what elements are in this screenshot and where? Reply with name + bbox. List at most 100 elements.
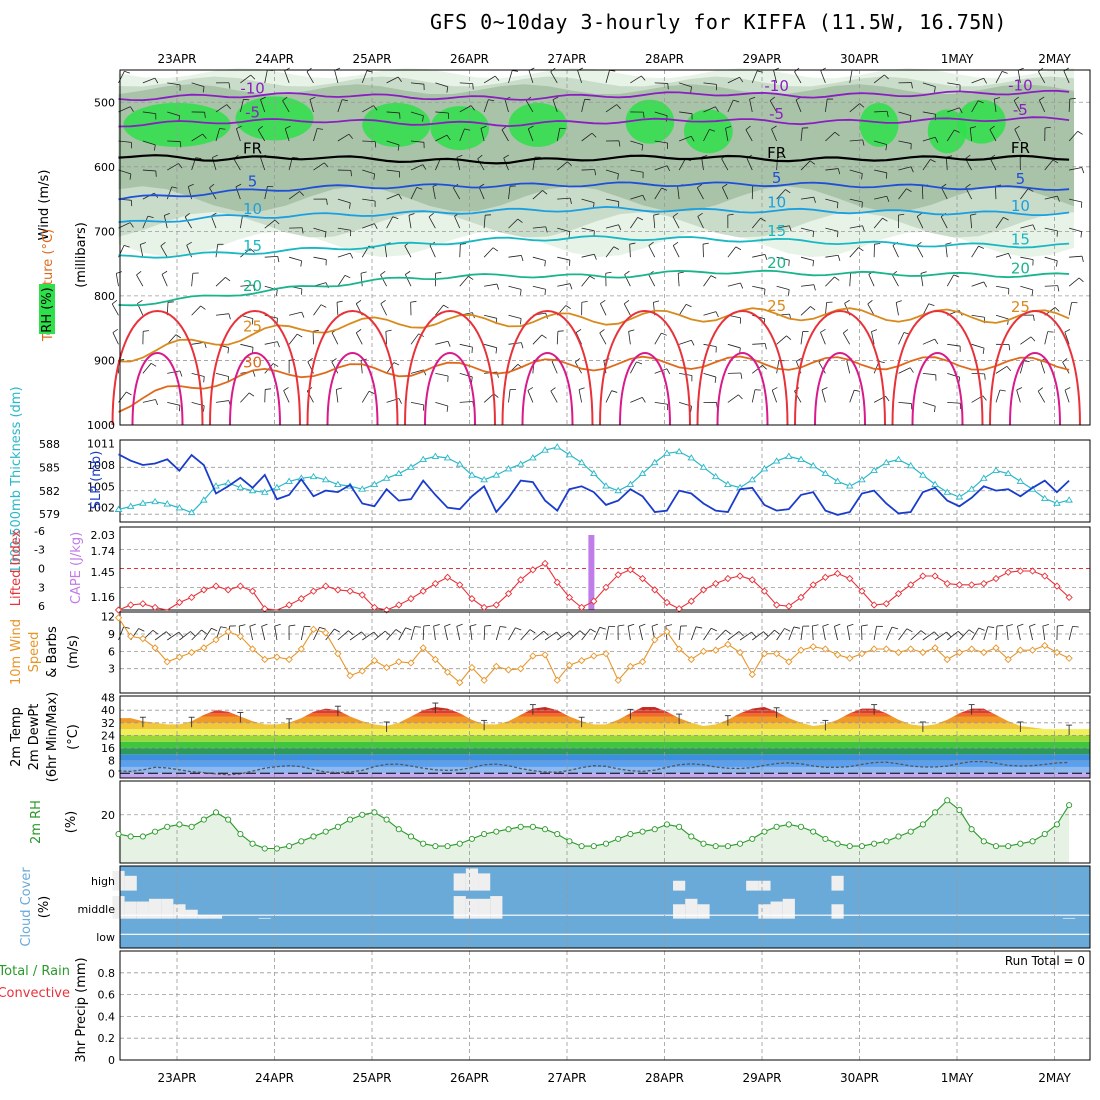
wind-barb-flag (124, 70, 130, 74)
cape-bar (588, 535, 595, 610)
axis-title-part: 1000-500mb Thickness (dm) (9, 386, 24, 573)
wind-barb-upper (1019, 360, 1030, 374)
wind-barb-upper (947, 107, 963, 114)
wind-barb-upper (215, 313, 231, 320)
wind-barb-flag (171, 186, 178, 189)
lifted-index-marker (943, 579, 951, 588)
wind-barb-flag (965, 154, 971, 159)
rh-marker (737, 840, 744, 847)
isotherm-label: FR (243, 139, 262, 157)
wind-barb-upper (1020, 336, 1036, 345)
wind-barb-flag (740, 372, 743, 379)
wind-barb-upper (215, 104, 231, 113)
wind-barb-flag (715, 106, 719, 112)
isotherm-label: 10 (1011, 197, 1030, 215)
wind-barb-staff (557, 197, 571, 200)
wind-barb-flag (529, 629, 536, 634)
wind-barb-staff (283, 390, 290, 403)
wind-barb-flag (769, 96, 776, 101)
wind-barb-upper (849, 247, 864, 258)
wind-barb-flag (1081, 256, 1084, 262)
wind-barb-upper (971, 395, 987, 403)
wind-barb-flag (494, 75, 500, 81)
wind-barb-staff (337, 99, 343, 113)
wind-barb-upper (115, 271, 122, 287)
isotherm--10 (118, 89, 1070, 102)
wind-barb-flag (757, 70, 763, 73)
cloud-middle-bar (112, 896, 125, 919)
lifted-index-marker (675, 605, 683, 613)
lifted-index-marker (870, 601, 878, 609)
wind-speed-marker (919, 648, 927, 657)
wind-barb-flag (648, 241, 654, 246)
wind-barb-staff (703, 628, 712, 641)
wind-barb-flag (203, 376, 205, 383)
wind-barb-upper (459, 105, 475, 113)
wind-barb-staff (1020, 336, 1032, 345)
wind-barb-upper (191, 305, 206, 316)
wind-barb-staff (203, 628, 212, 641)
wind-barb-upper (508, 255, 524, 262)
axis-title: 2m RH (29, 800, 44, 844)
wind-barb-upper (824, 98, 834, 113)
wind-barb-upper (873, 217, 888, 229)
wind-barb-flag (556, 631, 562, 637)
wind-barb-staff (746, 158, 753, 171)
wind-speed-marker (456, 678, 464, 687)
wind-barb-staff (508, 389, 511, 403)
wind-barb-staff (672, 216, 680, 229)
wind-barb-staff (186, 245, 192, 258)
wind-barb-staff (1006, 626, 1009, 641)
thickness-marker (845, 482, 854, 489)
wind-barb-flag (739, 76, 744, 83)
wind-barb-flag (468, 276, 474, 280)
wind-barb-staff (1068, 302, 1072, 316)
wind-barb-staff (825, 254, 839, 258)
wind-barb-flag (1044, 126, 1051, 129)
wind-barb-staff (605, 104, 617, 113)
thickness-marker (748, 475, 757, 483)
wind-barb-staff (1020, 224, 1034, 229)
wind-barb-staff (800, 626, 804, 641)
wind-barb-upper (1069, 255, 1084, 262)
thickness-marker (309, 472, 318, 480)
wind-barb-flag (930, 159, 936, 163)
wind-barb-staff (1068, 130, 1079, 142)
wind-barb-flag (334, 628, 341, 633)
wind-barb-flag (920, 630, 927, 635)
rh-shading (118, 84, 1074, 212)
wind-barb-upper (605, 198, 620, 208)
wind-barb-flag (179, 370, 183, 377)
thickness-marker (334, 480, 342, 487)
wind-barb-flag (243, 98, 250, 101)
wind-barb-staff (945, 157, 948, 171)
wind-barb-flag (446, 405, 449, 412)
wind-speed-marker (492, 662, 500, 671)
wind-barb-staff (362, 631, 374, 641)
wind-barb-upper (331, 358, 339, 374)
wind-barb-upper (727, 213, 734, 229)
wind-barb-staff (1029, 626, 1033, 641)
wind-barb-staff (946, 129, 955, 142)
wind-barb-flag (637, 217, 644, 221)
wind-speed-marker (736, 648, 744, 657)
thickness-marker (785, 452, 793, 459)
wind-barb-upper (142, 111, 157, 120)
wind-barb-staff (261, 626, 266, 641)
axis-title-part: (millibars) (74, 222, 89, 288)
wind-barb-staff (550, 390, 558, 403)
wind-barb-upper (800, 284, 816, 291)
wind-barb-staff (776, 189, 786, 200)
wind-barb-staff (459, 105, 472, 113)
wind-barb-staff (898, 332, 905, 345)
axis-title-part: (°C) (66, 724, 81, 750)
wind-barb-staff (727, 76, 740, 84)
lifted-index-marker (297, 595, 305, 603)
rh-marker (383, 816, 390, 823)
wind-barb-upper (508, 314, 522, 325)
wind-barb-upper (337, 99, 348, 113)
thickness-marker (273, 483, 281, 491)
thickness-marker (114, 505, 123, 512)
wind-barb-upper (648, 241, 656, 258)
wind-barb-upper (1044, 195, 1060, 202)
